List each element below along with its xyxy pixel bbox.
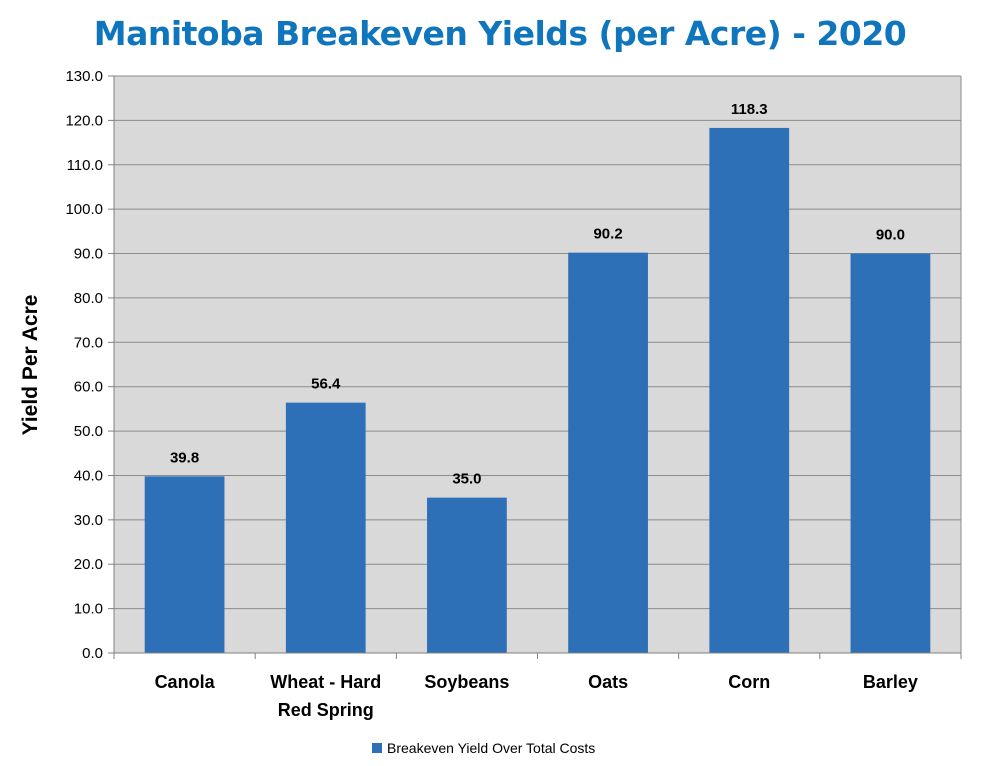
y-tick-label: 0.0 [82,645,103,662]
y-tick-label: 100.0 [65,201,103,218]
y-axis-label: Yield Per Acre [19,295,42,436]
bars [144,127,931,654]
data-label: 118.3 [731,101,768,118]
y-tick-label: 30.0 [74,512,103,529]
y-tick-label: 70.0 [74,334,103,351]
x-tick-label: Oats [588,672,628,692]
y-tick-labels: 0.0 10.0 20.0 30.0 40.0 50.0 60.0 70.0 80.0 90.0 1… [65,68,103,662]
data-label: 39.8 [170,449,199,466]
gridlines [114,75,962,653]
x-tick-labels: Canola Wheat - Hard Red Spring Soybeans Oats… [155,672,918,720]
y-tick-label: 20.0 [74,556,103,573]
data-label: 56.4 [311,376,341,393]
y-tick-label: 130.0 [65,68,103,85]
x-tick-label: Soybeans [424,672,509,692]
y-tick-label: 60.0 [74,379,103,396]
legend: Breakeven Yield Over Total Costs [372,740,595,756]
bar [850,253,931,654]
chart-title: Manitoba Breakeven Yields (per Acre) - 2… [93,14,907,53]
plot-area [114,76,961,653]
x-tick-label: Canola [155,672,216,692]
y-tick-label: 90.0 [74,246,103,263]
y-tick-label: 10.0 [74,601,103,618]
x-tick-label: Wheat - Hard Red Spring [270,672,381,720]
y-tick-label: 80.0 [74,290,103,307]
bar [427,497,507,653]
legend-label: Breakeven Yield Over Total Costs [387,740,595,756]
legend-swatch [372,743,382,753]
y-tick-label: 40.0 [74,467,103,484]
y-tick-label: 120.0 [65,112,103,129]
data-label: 90.2 [593,226,622,243]
axes [108,75,962,659]
x-tick-label: Corn [728,672,770,692]
y-tick-label: 110.0 [67,157,103,174]
data-label: 35.0 [452,471,481,488]
x-tick-label: Barley [863,672,918,692]
y-tick-label: 50.0 [74,423,103,440]
data-label: 90.0 [876,227,905,244]
bar [144,476,225,653]
bar [568,252,648,654]
bar [709,127,790,654]
data-labels: 39.8 56.4 35.0 90.2 118.3 90.0 [170,101,905,488]
bar [285,402,366,653]
